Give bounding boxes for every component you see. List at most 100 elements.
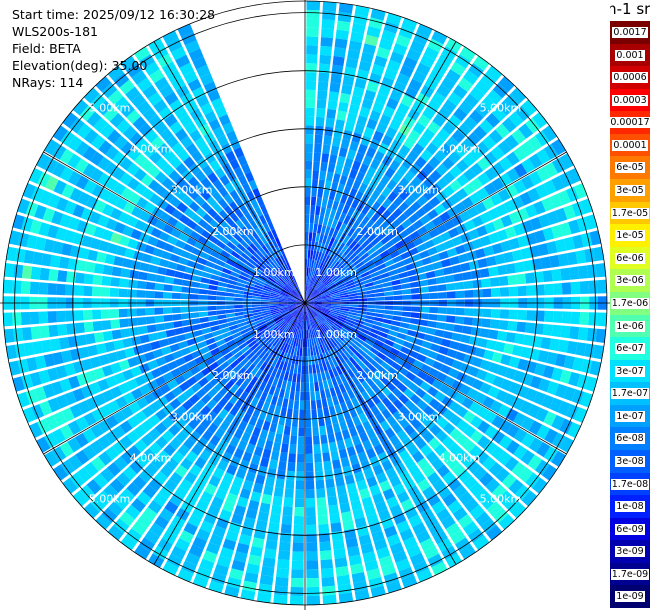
ray-gate-cell [362,43,377,55]
ray-gate-cell [381,198,392,209]
ray-gate-cell [479,328,490,338]
ray-gate-cell [251,306,261,311]
ray-gate-cell [187,514,202,528]
ray-gate-cell [228,275,239,282]
ray-gate-cell [490,192,503,206]
ray-gate-cell [280,322,288,330]
ray-gate-cell [29,422,43,438]
ray-gate-cell [453,324,464,333]
ray-gate-cell [359,488,371,500]
ray-gate-cell [384,339,395,347]
ray-gate-cell [309,277,314,287]
ray-gate-cell [374,259,385,267]
ray-gate-cell [434,391,446,403]
ray-gate-cell [333,250,341,260]
ray-gate-cell [525,204,538,218]
ray-gate-cell [378,509,391,522]
ray-gate-cell [332,229,339,239]
ray-gate-cell [312,259,317,269]
ray-gate-cell [322,352,329,362]
ray-gate-cell [279,265,287,274]
ray-gate-cell [110,362,122,374]
colorbar-cell: 1.7e-05 [610,201,650,225]
ray-gate-cell [69,472,85,489]
ray-gate-cell [459,232,472,243]
ray-gate-cell [218,254,228,263]
ray-gate-cell [223,193,234,205]
ray-gate-cell [91,184,105,198]
ray-gate-cell [471,238,483,250]
ray-gate-cell [282,361,288,372]
ray-gate-cell [230,456,241,468]
ray-gate-cell [252,407,261,418]
ray-gate-cell [500,214,513,228]
ray-gate-cell [198,294,208,300]
ray-gate-cell [112,425,126,439]
ray-gate-cell [321,443,330,453]
ray-gate-cell [346,446,357,457]
elevation-label: Elevation(deg): [12,58,108,73]
ray-gate-cell [318,215,324,225]
ray-gate-cell [252,290,262,295]
ray-gate-cell [165,329,176,338]
ray-gate-cell [184,331,195,340]
ray-gate-cell [233,505,246,517]
ray-gate-cell [292,542,304,552]
ray-gate-cell [100,287,111,297]
ray-gate-cell [142,107,157,122]
ray-gate-cell [75,416,89,431]
ray-gate-cell [325,351,332,361]
ray-gate-cell [248,499,260,511]
ray-gate-cell [305,303,312,310]
start-time-value: 2025/09/12 16:30:28 [82,7,216,22]
ray-gate-cell [422,106,436,120]
ray-gate-cell [107,192,120,206]
ray-gate-cell [256,237,265,247]
ray-gate-cell [410,405,423,417]
ray-gate-cell [182,370,194,381]
ray-gate-cell [147,236,159,247]
ray-gate-cell [360,252,370,261]
ray-gate-cell [139,537,155,552]
ray-gate-cell [305,303,312,309]
ray-gate-cell [275,282,284,289]
ray-gate-cell [312,318,318,327]
ray-gate-cell [331,300,341,303]
ray-gate-cell [202,382,214,393]
ray-gate-cell [489,277,500,287]
ray-gate-cell [229,212,240,223]
ray-gate-cell [484,221,496,234]
ray-gate-cell [264,267,273,275]
ray-gate-cell [240,589,256,601]
ray-gate-cell [202,245,213,255]
ray-gate-cell [230,347,241,356]
ray-gate-cell [272,377,279,387]
ray-gate-cell [134,219,147,231]
ray-gate-cell [373,369,384,379]
ray-gate-cell [172,350,183,360]
ray-gate-cell [283,371,290,381]
ray-gate-cell [404,506,419,520]
ray-gate-cell [422,430,435,444]
ray-gate-cell [243,291,253,296]
ray-gate-cell [307,249,311,259]
ray-gate-cell [436,223,448,235]
ray-gate-cell [311,337,315,347]
ray-gate-cell [169,493,184,507]
ray-gate-cell [3,279,13,294]
ray-gate-cell [175,357,186,367]
ray-gate-cell [360,345,370,354]
ray-gate-cell [211,269,222,277]
ray-gate-cell [227,320,238,327]
ray-gate-cell [325,478,335,489]
ray-gate-cell [334,192,342,202]
ray-gate-cell [93,367,105,380]
range-ring-label: 4.00km [439,143,481,156]
colorbar-cell: 1e-05 [610,224,650,248]
ray-gate-cell [350,563,364,575]
ray-gate-cell [21,327,33,341]
ray-gate-cell [103,484,119,500]
ray-gate-cell [429,183,442,196]
ray-gate-cell [194,456,207,469]
ray-gate-cell [355,319,365,325]
